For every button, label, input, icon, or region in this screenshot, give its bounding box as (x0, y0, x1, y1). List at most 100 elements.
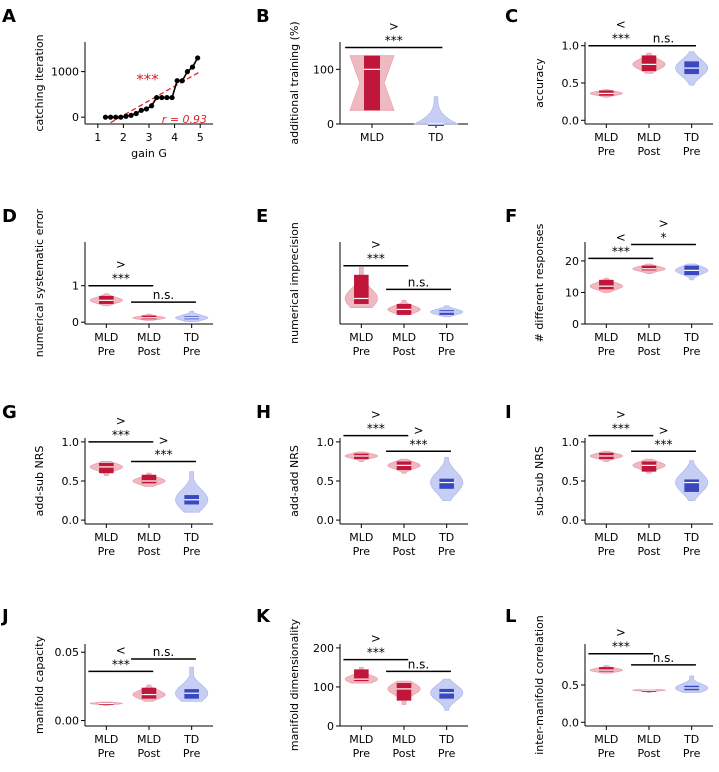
x-tick-label: Pre (183, 545, 201, 558)
panel-label: L (505, 606, 516, 627)
significance-direction: > (413, 423, 423, 437)
significance-bar: n.s. (386, 275, 451, 291)
significance-bar: *> (631, 217, 696, 246)
y-tick-label: 0.00 (55, 715, 80, 728)
x-tick-label: TD (183, 531, 199, 544)
panel-label: B (256, 6, 270, 27)
violin-body (413, 96, 459, 125)
iqr-box (396, 683, 412, 701)
violin-td (675, 675, 709, 693)
significance-stars: *** (385, 33, 403, 47)
y-tick-label: 200 (313, 642, 334, 655)
iqr-box (364, 55, 380, 111)
y-axis-label: additional training (%) (288, 21, 301, 144)
x-tick-label: TD (438, 331, 454, 344)
iqr-box (99, 463, 114, 474)
y-tick-label: 100 (313, 63, 334, 76)
data-point (143, 106, 150, 112)
x-tick-label: Pre (438, 545, 456, 558)
violin-mld (631, 689, 667, 693)
x-tick-label: MLD (94, 331, 118, 344)
significance-stars: n.s. (408, 275, 430, 289)
x-tick-label: MLD (349, 733, 373, 746)
violin-td (175, 666, 209, 702)
x-tick-label: Pre (683, 145, 701, 158)
x-tick-label: Post (392, 747, 416, 760)
data-point (128, 112, 134, 118)
violin-mld (344, 267, 378, 309)
y-tick-label: 1.0 (562, 40, 580, 53)
significance-bar: ***> (588, 626, 654, 655)
significance-direction: > (616, 626, 626, 640)
y-tick-label: 0.5 (317, 475, 335, 488)
correlation-annotation: r = 0.93 (162, 113, 207, 126)
y-tick-label: 0.05 (55, 646, 80, 659)
significance-direction: > (116, 414, 126, 428)
violin-mld (632, 52, 666, 74)
x-tick-label: TD (683, 131, 699, 144)
significance-bar: ***> (88, 414, 154, 443)
significance-annotation: *** (136, 70, 159, 88)
significance-bar: ***< (88, 643, 154, 673)
iqr-box (141, 687, 157, 699)
violin-mld (89, 461, 123, 476)
data-point (133, 110, 139, 117)
violin-td (413, 96, 459, 126)
panel-label: F (505, 206, 517, 227)
iqr-box (641, 55, 657, 72)
x-axis-label: gain G (131, 147, 167, 160)
iqr-box (641, 689, 657, 692)
y-tick-label: 0.0 (62, 514, 80, 527)
y-tick-label: 0 (572, 318, 579, 331)
iqr-box (599, 667, 614, 672)
violin-td (675, 460, 709, 501)
x-tick-label: Post (637, 747, 661, 760)
x-tick-label: 2 (120, 131, 127, 144)
y-axis-label: add-add NRS (288, 445, 301, 517)
x-tick-label: MLD (349, 531, 373, 544)
significance-bar: ***> (88, 258, 154, 287)
significance-stars: n.s. (653, 32, 675, 46)
significance-bar: ***> (588, 408, 654, 437)
x-tick-label: MLD (637, 331, 661, 344)
significance-bar: ***> (343, 632, 409, 661)
x-tick-label: TD (183, 331, 199, 344)
significance-stars: *** (155, 447, 173, 461)
significance-bar: ***> (343, 238, 409, 267)
x-tick-label: TD (683, 733, 699, 746)
x-tick-label: MLD (360, 131, 384, 144)
violin-mld (89, 701, 124, 706)
significance-bar: ***> (131, 433, 196, 463)
y-tick-label: 1.0 (562, 436, 580, 449)
violin-td (430, 457, 464, 501)
y-tick-label: 1 (72, 280, 79, 293)
violin-mld (132, 313, 166, 321)
significance-direction: > (158, 433, 168, 447)
x-tick-label: Pre (598, 747, 616, 760)
significance-direction: > (371, 408, 381, 422)
significance-bar: ***< (588, 230, 654, 260)
x-tick-label: 1 (94, 131, 101, 144)
x-tick-label: Post (637, 545, 661, 558)
x-tick-label: Pre (598, 145, 616, 158)
significance-bar: ***> (345, 19, 443, 49)
significance-stars: *** (112, 657, 130, 671)
panel-label: K (256, 606, 271, 627)
significance-direction: < (616, 230, 626, 244)
significance-bar: n.s. (131, 645, 196, 660)
data-point (169, 94, 175, 101)
panel-label: E (256, 206, 268, 227)
data-point (179, 78, 185, 84)
x-tick-label: Pre (598, 545, 616, 558)
violin-mld (589, 665, 623, 674)
x-tick-label: Pre (183, 345, 201, 358)
data-point (174, 78, 180, 84)
violin-td (430, 678, 464, 711)
significance-stars: *** (410, 437, 428, 451)
y-tick-label: 0.0 (317, 514, 335, 527)
